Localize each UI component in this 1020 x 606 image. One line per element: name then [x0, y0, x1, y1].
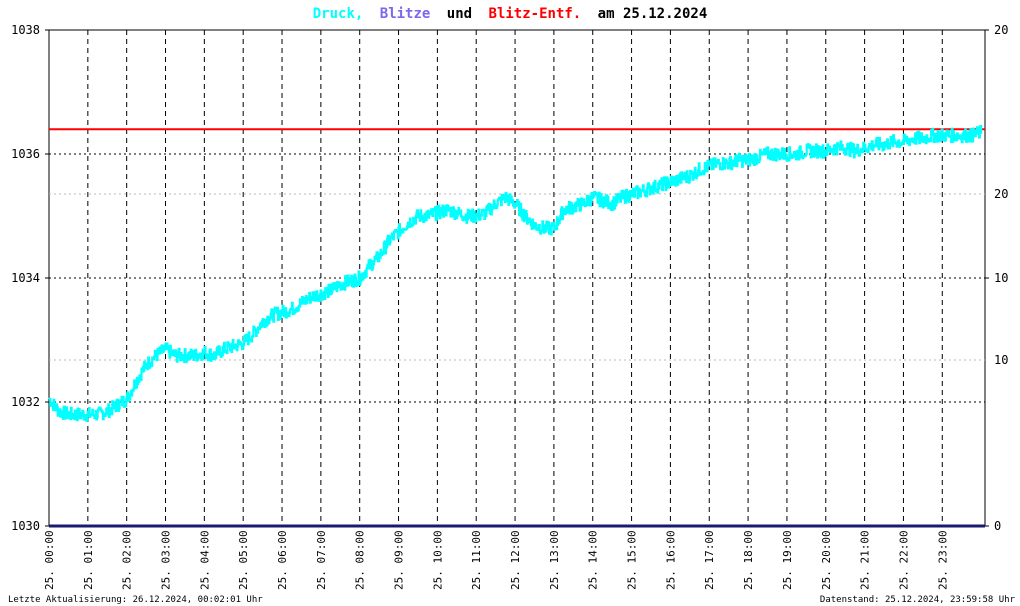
x-tick-label: 25. 00:00	[43, 530, 56, 590]
y-right-tick-label: 10	[994, 271, 1008, 285]
x-tick-label: 25. 03:00	[160, 530, 173, 590]
y-right-red-tick-label: 20	[994, 187, 1008, 201]
x-tick-label: 25. 11:00	[470, 530, 483, 590]
y-right-tick-label: 20	[994, 23, 1008, 37]
y-left-tick-label: 1034	[11, 271, 40, 285]
x-tick-label: 25. 15:00	[626, 530, 639, 590]
title-date: am 25.12.2024	[598, 6, 708, 22]
y-left-tick-label: 1038	[11, 23, 40, 37]
title-und: und	[447, 6, 472, 22]
x-tick-label: 25. 04:00	[198, 530, 211, 590]
x-tick-label: 25. 12:00	[509, 530, 522, 590]
y-left-tick-label: 1030	[11, 519, 40, 533]
x-tick-label: 25. 18:00	[742, 530, 755, 590]
title-blitz-entf: Blitz-Entf.	[489, 6, 582, 22]
x-tick-label: 25. 08:00	[354, 530, 367, 590]
x-tick-label: 25. 20:00	[820, 530, 833, 590]
x-tick-label: 25. 10:00	[431, 530, 444, 590]
grid-layer	[49, 30, 985, 526]
x-tick-label: 25. 22:00	[897, 530, 910, 590]
y-left-tick-label: 1036	[11, 147, 40, 161]
x-tick-label: 25. 05:00	[237, 530, 250, 590]
title-blitze: Blitze	[380, 6, 431, 22]
x-tick-label: 25. 13:00	[548, 530, 561, 590]
series-layer	[48, 125, 983, 422]
axis-layer: 25. 00:00 25. 01:00 25. 02:00 25. 03:00 25. …	[11, 23, 1008, 590]
x-tick-label: 25. 14:00	[587, 530, 600, 590]
x-tick-label: 25. 01:00	[82, 530, 95, 590]
footer-data-status: Datenstand: 25.12.2024, 23:59:58 Uhr	[820, 595, 1016, 605]
x-tick-label: 25. 02:00	[121, 530, 134, 590]
x-tick-label: 25. 16:00	[664, 530, 677, 590]
x-tick-label: 25. 23:00	[936, 530, 949, 590]
x-tick-label: 25. 09:00	[393, 530, 406, 590]
x-tick-label: 25. 19:00	[781, 530, 794, 590]
footer-last-update: Letzte Aktualisierung: 26.12.2024, 00:02…	[8, 595, 263, 605]
x-tick-label: 25. 17:00	[703, 530, 716, 590]
y-left-tick-label: 1032	[11, 395, 40, 409]
reference-layer	[49, 128, 985, 528]
y-right-red-tick-label: 10	[994, 353, 1008, 367]
x-tick-label: 25. 21:00	[859, 530, 872, 590]
y-right-tick-label: 0	[994, 519, 1001, 533]
x-tick-label: 25. 07:00	[315, 530, 328, 590]
druck-series-line	[48, 125, 983, 422]
chart-title: Druck, Blitze und Blitz-Entf. am 25.12.2…	[313, 6, 708, 22]
x-tick-label: 25. 06:00	[276, 530, 289, 590]
title-druck: Druck,	[313, 6, 364, 22]
